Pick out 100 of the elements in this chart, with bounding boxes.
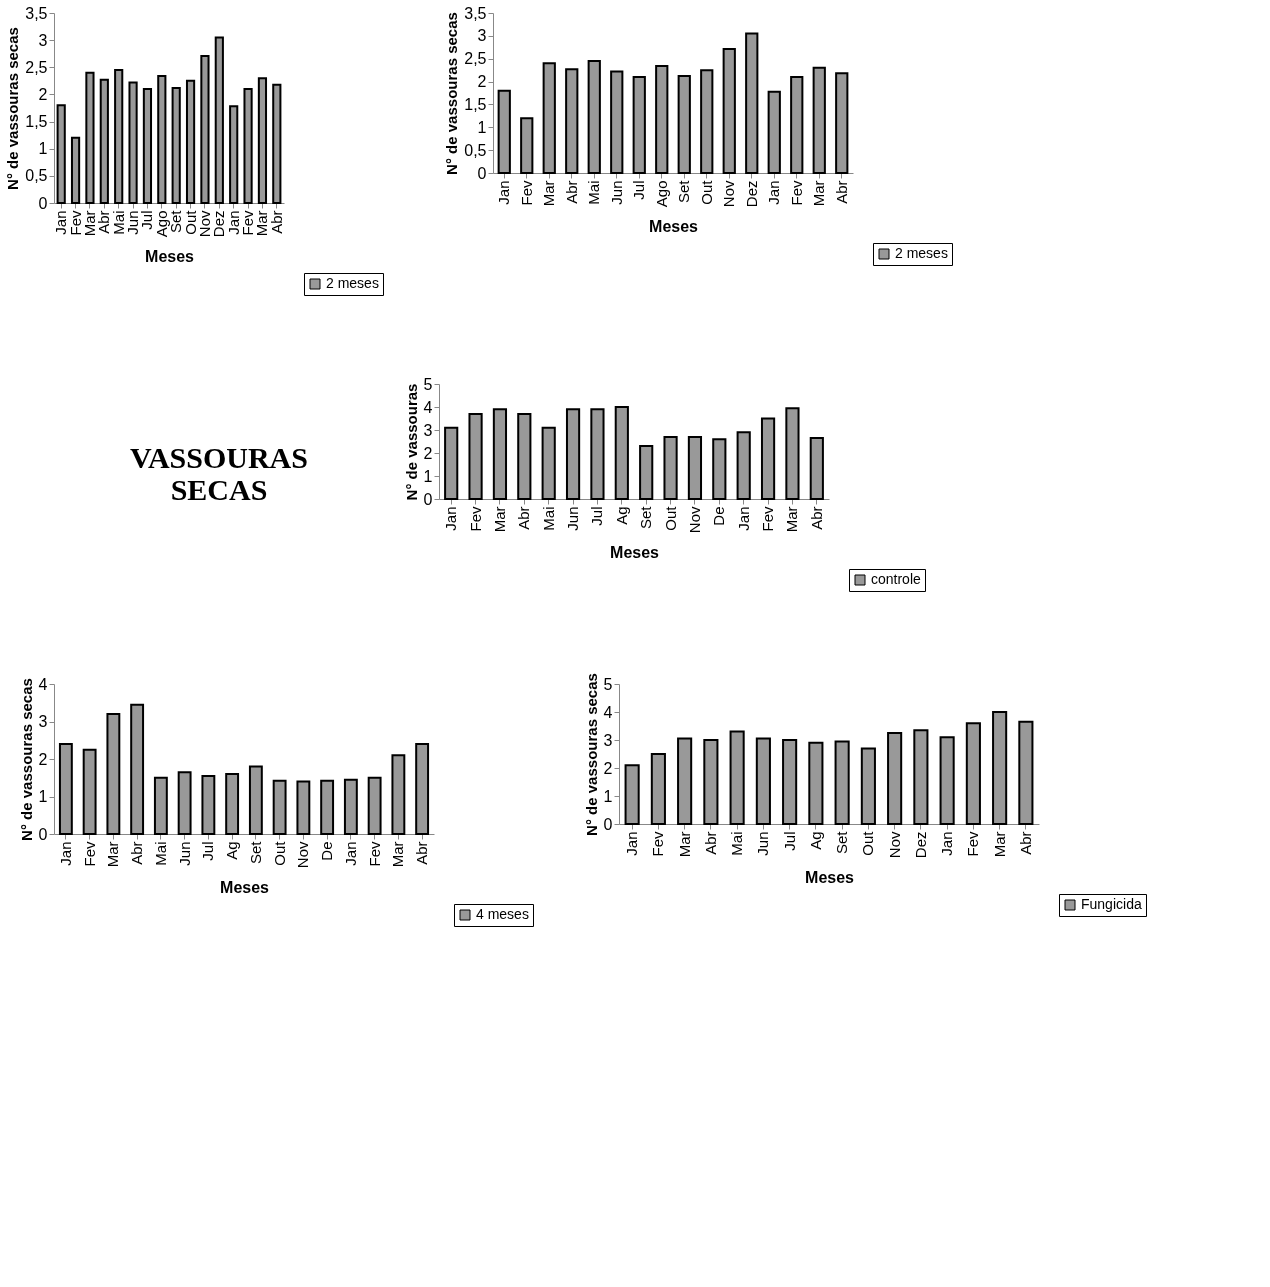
- bar: [639, 445, 654, 500]
- bar: [56, 104, 66, 204]
- bar: [520, 117, 534, 174]
- x-tick-label: Jul: [588, 506, 606, 526]
- y-tick-label: 1: [477, 118, 487, 136]
- x-tick-label: Mar: [990, 831, 1008, 858]
- bar: [492, 408, 508, 500]
- bar: [70, 136, 81, 204]
- bar: [992, 711, 1008, 825]
- bar: [834, 740, 850, 825]
- bar: [700, 69, 714, 174]
- bar: [808, 741, 824, 825]
- bar: [677, 737, 693, 825]
- x-tick-label: Mar: [675, 831, 693, 858]
- x-tick-label: Abr: [1016, 831, 1034, 855]
- x-tick-label: Dez: [742, 180, 760, 208]
- x-tick-label: Mar: [490, 506, 508, 533]
- bar: [736, 431, 751, 500]
- y-tick-label: 3: [477, 27, 487, 45]
- y-tick-label: 2,5: [25, 58, 48, 76]
- y-tick-label: 4: [603, 703, 613, 721]
- x-tick-label: Set: [637, 505, 655, 530]
- bar: [687, 435, 703, 500]
- bar: [610, 70, 624, 174]
- legend-label: 4 meses: [476, 906, 529, 922]
- x-axis-title: Meses: [805, 869, 855, 887]
- x-tick-label: Out: [697, 179, 715, 205]
- x-tick-label: Out: [270, 840, 288, 866]
- x-tick-label: Fev: [964, 831, 982, 857]
- y-tick-label: 0: [423, 490, 433, 508]
- y-tick-label: 3: [38, 31, 48, 49]
- bar: [367, 776, 382, 835]
- bar: [541, 426, 556, 500]
- x-tick-label: Jan: [442, 506, 460, 531]
- bar: [106, 713, 121, 835]
- x-tick-label: Dez: [911, 831, 929, 859]
- bar: [809, 437, 824, 500]
- bar: [214, 36, 224, 204]
- y-tick-label: 0: [603, 815, 613, 833]
- bar: [565, 68, 579, 174]
- bar: [114, 69, 124, 204]
- bar: [835, 72, 849, 174]
- x-tick-label: Jan: [734, 506, 752, 531]
- bar: [703, 739, 719, 825]
- bar: [860, 747, 876, 825]
- bar: [587, 60, 601, 174]
- x-tick-label: De: [318, 841, 336, 861]
- bar: [785, 407, 800, 500]
- x-tick-label: Nov: [685, 506, 703, 534]
- x-tick-label: Mai: [585, 180, 603, 205]
- y-tick-label: 1: [423, 467, 433, 485]
- x-tick-label: Abr: [128, 841, 146, 865]
- text: VASSOURAS SECAS: [130, 441, 308, 506]
- bar: [272, 779, 287, 835]
- bar: [444, 426, 459, 500]
- bar: [712, 438, 727, 500]
- bar: [782, 739, 798, 825]
- x-tick-label: Mar: [104, 841, 122, 868]
- x-tick-label: Jan: [938, 831, 956, 856]
- bar: [157, 74, 167, 204]
- y-axis-title: N° de vassouras secas: [582, 673, 600, 836]
- x-tick-label: Abr: [515, 506, 533, 530]
- y-tick-label: 1,5: [25, 113, 48, 131]
- bar: [153, 776, 168, 835]
- x-tick-label: Nov: [885, 831, 903, 859]
- x-tick-label: Jun: [607, 180, 625, 205]
- bar: [99, 78, 109, 204]
- x-tick-label: Jan: [765, 180, 783, 205]
- bar: [965, 722, 981, 825]
- y-tick-label: 2: [38, 85, 48, 103]
- bar: [185, 79, 196, 204]
- bar: [200, 54, 210, 204]
- y-tick-label: 3,5: [464, 4, 487, 22]
- bar: [722, 48, 736, 174]
- y-tick-label: 4: [38, 675, 48, 693]
- bar: [391, 754, 406, 835]
- x-tick-label: Abr: [807, 506, 825, 530]
- x-tick-label: Jan: [56, 841, 74, 866]
- y-tick-label: 3: [603, 731, 613, 749]
- x-tick-label: Fev: [80, 841, 98, 867]
- x-tick-label: Jul: [199, 841, 217, 861]
- y-tick-label: 1: [38, 788, 48, 805]
- bar: [760, 417, 776, 500]
- bar: [243, 88, 253, 204]
- x-tick-label: Fev: [649, 831, 667, 857]
- y-tick-label: 4: [423, 398, 433, 416]
- y-axis-title: N° de vassouras secas: [17, 678, 35, 841]
- bar: [201, 774, 216, 835]
- x-tick-label: Ag: [806, 831, 824, 850]
- x-tick-label: Abr: [413, 841, 431, 865]
- y-tick-label: 0,5: [464, 141, 487, 159]
- bar: [248, 765, 263, 835]
- x-tick-label: Nov: [294, 841, 312, 869]
- y-tick-label: 1: [603, 787, 613, 805]
- x-tick-label: Out: [661, 505, 679, 531]
- x-tick-label: Abr: [832, 180, 850, 204]
- y-axis-title: N° de vassouras: [402, 383, 420, 501]
- bar: [58, 743, 73, 835]
- y-tick-label: 0: [38, 825, 48, 843]
- x-tick-label: Set: [675, 179, 693, 204]
